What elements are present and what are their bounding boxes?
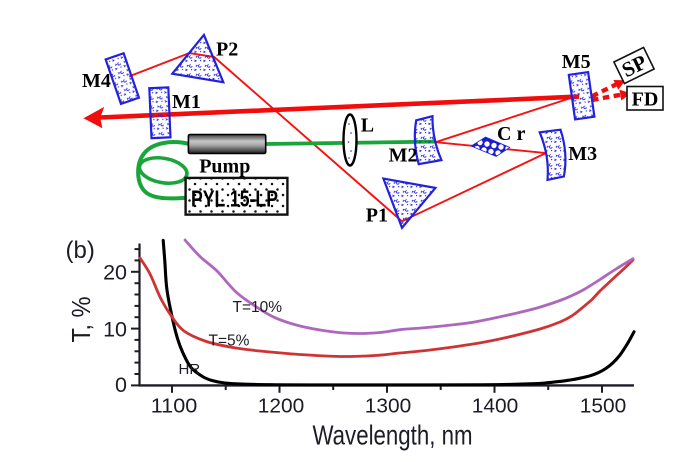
- svg-text:PYL 15-LP: PYL 15-LP: [191, 186, 278, 212]
- svg-text:P2: P2: [216, 39, 238, 61]
- svg-text:FD: FD: [632, 89, 659, 111]
- svg-text:M4: M4: [82, 70, 111, 92]
- svg-text:1300: 1300: [365, 395, 412, 417]
- svg-text:M2: M2: [389, 144, 418, 166]
- svg-text:1200: 1200: [258, 395, 305, 417]
- svg-text:HR: HR: [179, 361, 201, 378]
- svg-text:T=10%: T=10%: [233, 299, 283, 316]
- svg-text:C r: C r: [497, 123, 525, 145]
- svg-text:10: 10: [103, 318, 127, 342]
- svg-text:T=5%: T=5%: [209, 332, 250, 349]
- svg-text:L: L: [361, 114, 374, 136]
- svg-text:P1: P1: [366, 204, 388, 226]
- svg-text:1400: 1400: [472, 395, 519, 417]
- svg-text:Pump: Pump: [199, 156, 250, 178]
- svg-text:0: 0: [115, 373, 127, 397]
- svg-text:T, %: T, %: [66, 297, 96, 343]
- svg-text:20: 20: [103, 261, 127, 285]
- svg-text:M1: M1: [172, 91, 201, 113]
- svg-text:(b): (b): [66, 237, 95, 264]
- svg-text:1500: 1500: [580, 395, 627, 417]
- svg-text:M3: M3: [568, 143, 597, 165]
- svg-text:M5: M5: [562, 51, 591, 73]
- svg-text:1100: 1100: [151, 395, 198, 417]
- svg-text:Wavelength, nm: Wavelength, nm: [313, 420, 473, 451]
